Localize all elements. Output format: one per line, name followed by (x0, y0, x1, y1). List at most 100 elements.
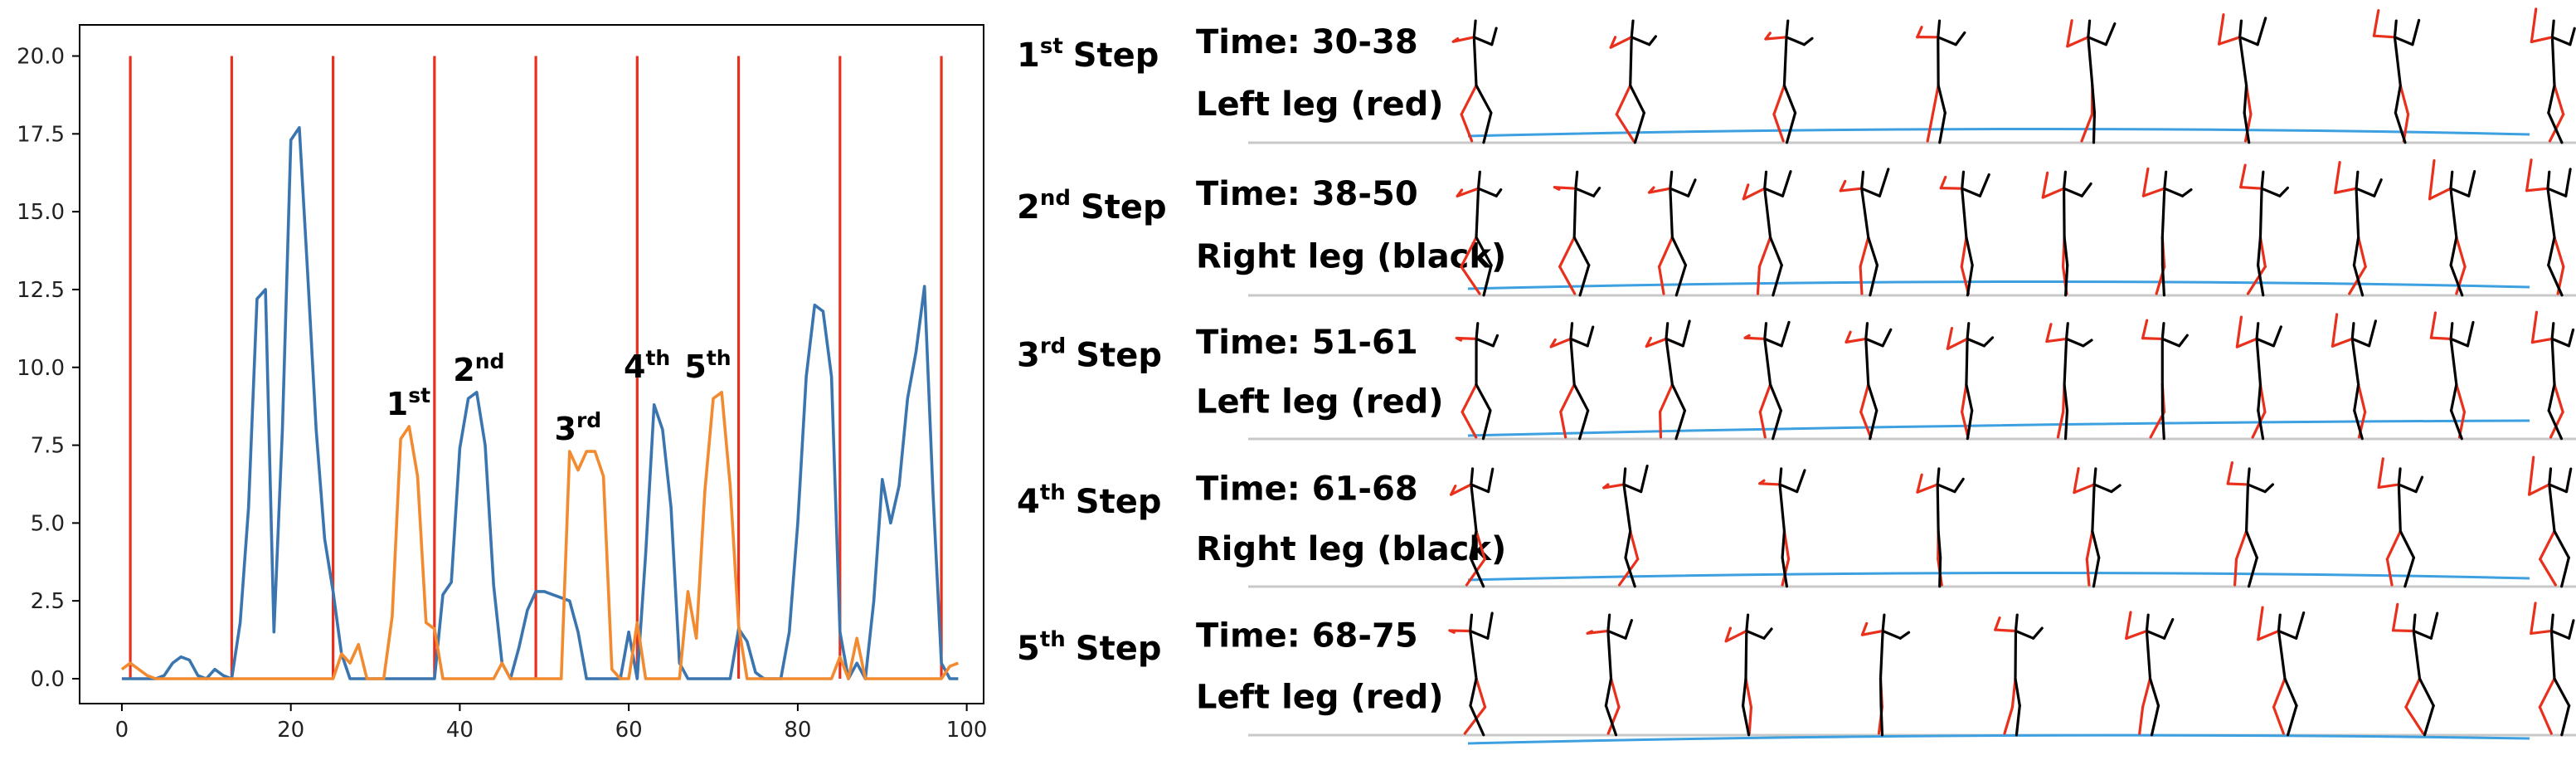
pose-figure (2041, 170, 2092, 297)
pose-figure (1451, 19, 1498, 144)
step-leg-description: Left leg (red) (1196, 85, 1444, 124)
step-label: 1st Step (1017, 34, 1159, 75)
pose-figure (2141, 319, 2189, 441)
pose-figure (2429, 311, 2475, 441)
step-annotation: 3rd (555, 408, 602, 447)
pose-figure (1456, 170, 1503, 297)
pose-figure (2125, 611, 2175, 737)
chart-series-layer (120, 126, 960, 680)
pose-figure (2218, 12, 2267, 144)
pose-figure (1549, 322, 1595, 441)
pose-figure (1764, 19, 1814, 144)
pose-figure (1939, 170, 1990, 297)
pose-figure (1647, 170, 1697, 297)
step-time-range: Time: 61-68 (1196, 470, 1418, 508)
step-leg-description: Right leg (black) (1196, 237, 1506, 275)
step-annotation: 5th (684, 346, 731, 385)
step-label: 4th Step (1017, 480, 1162, 521)
x-tick-label: 100 (946, 718, 988, 743)
pose-figure (1916, 467, 1965, 588)
step-time-range: Time: 51-61 (1196, 324, 1418, 362)
pose-figure (1609, 19, 1657, 144)
pose-figure (1645, 319, 1691, 441)
pose-figure (1455, 322, 1499, 441)
step-row: 4th Step Time: 61-68 Right leg (black) (1017, 456, 2576, 588)
pose-figure (2141, 167, 2193, 297)
pose-figure (2530, 602, 2575, 737)
pose-figure (1743, 320, 1791, 441)
pose-figure (2226, 460, 2275, 588)
step-row: 5th Step Time: 68-75 Left leg (red) (1017, 602, 2576, 745)
series-line-orange (120, 390, 960, 680)
y-tick-label: 15.0 (17, 200, 65, 225)
x-tick-label: 40 (446, 718, 474, 743)
step-annotation: 1st (386, 383, 430, 422)
pose-figure (2428, 158, 2476, 297)
pose-figure (2530, 310, 2575, 441)
pose-figure (2525, 158, 2572, 297)
pose-figure (2334, 161, 2383, 297)
y-tick-label: 5.0 (31, 511, 65, 536)
trajectory-line (1467, 733, 2530, 745)
pose-figure (2073, 466, 2122, 588)
pose-figure (2045, 322, 2093, 441)
pose-figure (1724, 613, 1773, 737)
pose-figure (1586, 613, 1633, 737)
step-row: 2nd Step Time: 38-50 Right leg (black) (1017, 158, 2576, 297)
step-leg-description: Left leg (red) (1196, 678, 1444, 716)
pose-figure (2372, 9, 2421, 144)
y-tick-label: 12.5 (17, 278, 65, 303)
pose-figure (2527, 456, 2573, 588)
pose-figure (2377, 457, 2424, 588)
step-row: 3rd Step Time: 51-61 Left leg (red) (1017, 310, 2576, 441)
pose-figure (1860, 613, 1911, 737)
pose-figure (2235, 315, 2282, 441)
pose-figure (1845, 322, 1893, 441)
pose-figure (1758, 467, 1806, 588)
y-tick-label: 17.5 (17, 122, 65, 147)
pose-figure (1742, 170, 1792, 297)
pose-figure (1916, 19, 1966, 144)
step-panel: 1st Step Time: 30-38 Left leg (red) 2nd Step T… (1017, 7, 2576, 745)
step-annotation: 2nd (453, 349, 504, 388)
plot-frame (79, 24, 984, 704)
x-tick-label: 20 (277, 718, 304, 743)
series-line-blue (121, 126, 959, 680)
trajectory-line (1467, 419, 2530, 437)
pose-figure (2530, 7, 2576, 144)
step-time-range: Time: 38-50 (1196, 175, 1418, 213)
pose-figure (1553, 170, 1601, 297)
y-tick-label: 10.0 (17, 356, 65, 381)
pose-figure (2066, 19, 2117, 144)
pose-figure (1450, 467, 1495, 588)
pose-figure (1602, 464, 1649, 588)
pose-figure (1448, 612, 1494, 737)
chart-tick-layer: 0 20 40 60 80 100 0.0 2.5 5.0 7.5 10.0 12.5 15.0 17.5… (17, 45, 987, 743)
x-tick-label: 0 (115, 718, 129, 743)
step-annotation: 4th (624, 346, 670, 385)
pose-figure (2239, 163, 2289, 297)
x-tick-label: 60 (615, 718, 643, 743)
pose-figure (2331, 313, 2377, 441)
step-boundary-lines (129, 56, 943, 679)
pose-figure (1994, 613, 2044, 737)
step-leg-description: Right leg (black) (1196, 530, 1506, 568)
step-row: 1st Step Time: 30-38 Left leg (red) (1017, 7, 2576, 144)
pose-figure (2257, 606, 2306, 737)
y-tick-label: 0.0 (31, 667, 65, 692)
step-time-range: Time: 68-75 (1196, 616, 1418, 655)
trajectory-line (1467, 280, 2530, 290)
y-tick-label: 20.0 (17, 45, 65, 70)
x-tick-label: 80 (784, 718, 811, 743)
velocity-chart: 0 20 40 60 80 100 0.0 2.5 5.0 7.5 10.0 12.5 15.0 17.5… (17, 24, 987, 743)
pose-figure (1946, 322, 1995, 441)
step-annotations: 1st 2nd 3rd 4th 5th (386, 346, 731, 447)
trajectory-line (1467, 571, 2530, 582)
step-label: 2nd Step (1017, 186, 1167, 227)
step-time-range: Time: 30-38 (1196, 23, 1418, 61)
pose-figure (2391, 602, 2439, 737)
y-tick-label: 2.5 (31, 589, 65, 614)
y-tick-label: 7.5 (31, 434, 65, 459)
step-label: 5th Step (1017, 627, 1162, 668)
step-leg-description: Left leg (red) (1196, 383, 1444, 421)
